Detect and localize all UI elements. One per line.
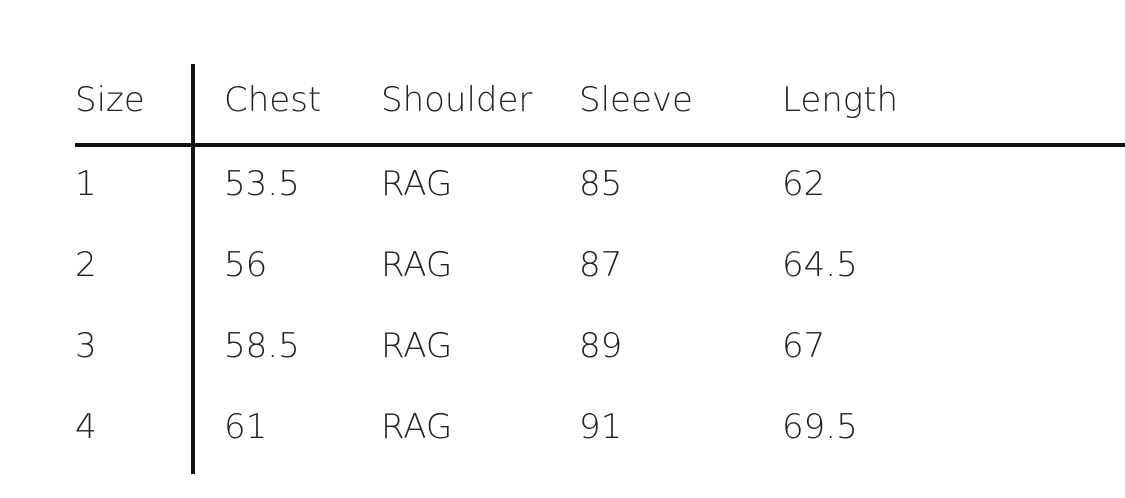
table-cell: 53.5 — [224, 164, 300, 204]
table-cell: 87 — [579, 245, 623, 285]
header-cell: Sleeve — [579, 80, 693, 120]
table-cell: 89 — [579, 326, 623, 366]
table-cell: RAG — [381, 326, 453, 366]
table-cell: 3 — [75, 326, 97, 366]
table-cell: 61 — [224, 407, 268, 447]
table-cell: 69.5 — [782, 407, 858, 447]
header-cell: Shoulder — [381, 80, 533, 120]
table-cell: 2 — [75, 245, 97, 285]
table-cell: RAG — [381, 164, 453, 204]
table-cell: 85 — [579, 164, 623, 204]
table-cell: 91 — [579, 407, 623, 447]
table-cell: 64.5 — [782, 245, 858, 285]
header-cell: Length — [782, 80, 899, 120]
table-cell: 62 — [782, 164, 826, 204]
header-cell: Chest — [224, 80, 322, 120]
header-cell: Size — [75, 80, 145, 120]
table-cell: RAG — [381, 407, 453, 447]
table-cell: 4 — [75, 407, 97, 447]
header-divider — [75, 143, 1125, 147]
table-cell: 67 — [782, 326, 826, 366]
column-divider — [191, 64, 195, 474]
table-cell: RAG — [381, 245, 453, 285]
table-cell: 1 — [75, 164, 97, 204]
table-cell: 56 — [224, 245, 268, 285]
table-cell: 58.5 — [224, 326, 300, 366]
